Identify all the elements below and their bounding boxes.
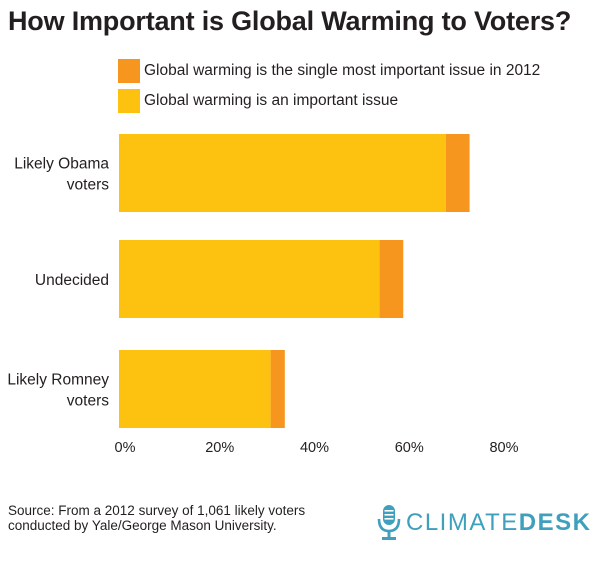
x-tick-label-40: 40%	[300, 440, 329, 456]
category-label-likely-obama-voters-line-1: Likely Obama	[14, 156, 109, 173]
logo-word-climate: CLIMATE	[406, 509, 519, 536]
logo-wordmark: CLIMATEDESK	[406, 509, 591, 537]
x-tick-label-20: 20%	[205, 440, 234, 456]
legend-label-most-important: Global warming is the single most import…	[144, 61, 541, 79]
climate-desk-logo: CLIMATEDESK	[376, 504, 591, 542]
category-label-undecided-line-1: Undecided	[35, 272, 109, 289]
legend-item-most-important: Global warming is the single most import…	[118, 57, 540, 84]
legend-swatch-important	[118, 88, 140, 113]
legend-item-important: Global warming is an important issue	[118, 87, 540, 114]
legend-swatch-most-important	[118, 58, 140, 83]
category-label-likely-romney-voters-line-1: Likely Romney	[7, 372, 109, 389]
bar-undecided-most-important	[379, 240, 404, 318]
source-line-1: Source: From a 2012 survey of 1,061 like…	[8, 503, 306, 518]
bar-likely-romney-voters-important	[119, 350, 271, 428]
source-line-2: conducted by Yale/George Mason Universit…	[8, 518, 277, 533]
x-tick-label-80: 80%	[489, 440, 518, 456]
bar-undecided-important	[119, 240, 380, 318]
category-label-likely-obama-voters-line-2: voters	[67, 177, 109, 194]
legend-label-important: Global warming is an important issue	[144, 91, 399, 109]
source-note: Source: From a 2012 survey of 1,061 like…	[8, 503, 348, 533]
bar-likely-obama-voters-important	[119, 134, 446, 212]
legend: Global warming is the single most import…	[118, 57, 540, 117]
x-tick-label-0: 0%	[115, 440, 136, 456]
category-label-likely-romney-voters-line-2: voters	[67, 393, 109, 410]
logo-word-desk: DESK	[518, 509, 592, 536]
bar-likely-romney-voters-most-important	[270, 350, 285, 428]
x-tick-label-60: 60%	[395, 440, 424, 456]
bar-likely-obama-voters-most-important	[445, 134, 470, 212]
chart-title: How Important is Global Warming to Voter…	[8, 6, 572, 36]
microphone-icon	[377, 505, 401, 540]
